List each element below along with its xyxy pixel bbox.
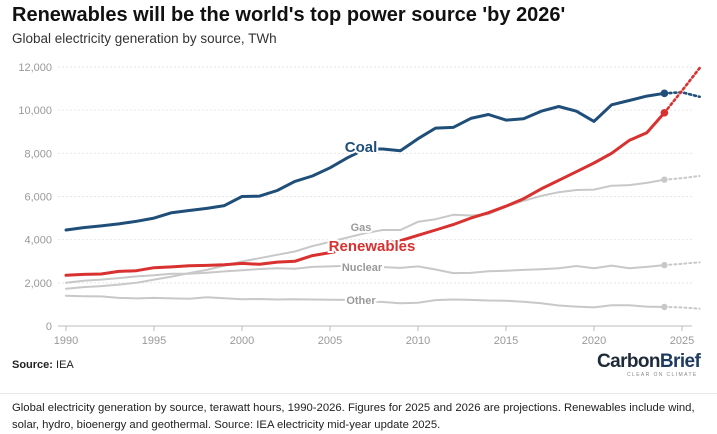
y-tick-label: 2,000: [24, 278, 52, 290]
source-note: Source: IEA: [12, 359, 74, 371]
nuclear-projection-line: [663, 261, 701, 267]
series-lines: [64, 66, 701, 311]
y-tick-label: 10,000: [18, 105, 52, 117]
logo-wordmark: CarbonBrief: [597, 352, 707, 371]
renewables-line: [64, 111, 666, 277]
source-value: IEA: [56, 359, 74, 371]
x-tick-label: 2015: [494, 335, 518, 347]
x-axis-ticks: 1990 1995 2000 2005 2010 2015 2020 2025: [54, 326, 694, 347]
carbon-brief-logo: CarbonBrief CLEAR ON CLIMATE: [597, 352, 707, 382]
other-projection-line: [663, 306, 701, 310]
gas-latest-point: [661, 176, 668, 183]
nuclear-latest-point: [661, 261, 668, 269]
gridlines: [58, 66, 692, 327]
coal-label: Coal: [345, 139, 378, 156]
x-tick-label: 1990: [54, 335, 78, 347]
logo-brief: Brief: [659, 351, 701, 372]
other-line: [65, 294, 666, 309]
y-tick-label: 8,000: [24, 148, 52, 160]
other-label: Other: [346, 295, 376, 307]
renewables-label: Renewables: [329, 238, 416, 255]
gas-projection-line: [663, 175, 701, 181]
x-tick-label: 2010: [406, 335, 430, 347]
logo-carbon: Carbon: [597, 351, 661, 372]
y-tick-label: 4,000: [24, 235, 52, 247]
figure-caption: Global electricity generation by source,…: [0, 393, 717, 433]
renewables-latest-point: [660, 108, 669, 117]
gas-label: Gas: [351, 222, 372, 234]
coal-projection-line: [663, 90, 701, 99]
nuclear-label: Nuclear: [342, 262, 383, 274]
other-latest-point: [661, 303, 668, 311]
logo-tagline: CLEAR ON CLIMATE: [627, 372, 698, 378]
nuclear-line: [65, 264, 666, 284]
x-tick-label: 2000: [230, 335, 254, 347]
gas-line: [65, 178, 666, 290]
y-tick-label: 12,000: [18, 62, 52, 74]
y-tick-label: 0: [46, 321, 52, 333]
series-labels: Coal Renewables Gas Nuclear Other: [327, 137, 418, 309]
renewables-projection-line: [663, 66, 701, 115]
y-tick-label: 6,000: [24, 192, 52, 204]
x-tick-label: 1995: [142, 335, 166, 347]
x-tick-label: 2005: [318, 335, 342, 347]
x-tick-label: 2025: [670, 335, 694, 347]
chart-subtitle: Global electricity generation by source,…: [12, 31, 277, 46]
chart-title: Renewables will be the world's top power…: [12, 4, 566, 26]
coal-line: [64, 91, 666, 232]
x-tick-label: 2020: [582, 335, 606, 347]
source-label: Source:: [12, 359, 53, 371]
coal-latest-point: [660, 89, 669, 98]
y-axis-ticks: 0 2,000 4,000 6,000 8,000 10,000 12,000: [18, 62, 52, 333]
